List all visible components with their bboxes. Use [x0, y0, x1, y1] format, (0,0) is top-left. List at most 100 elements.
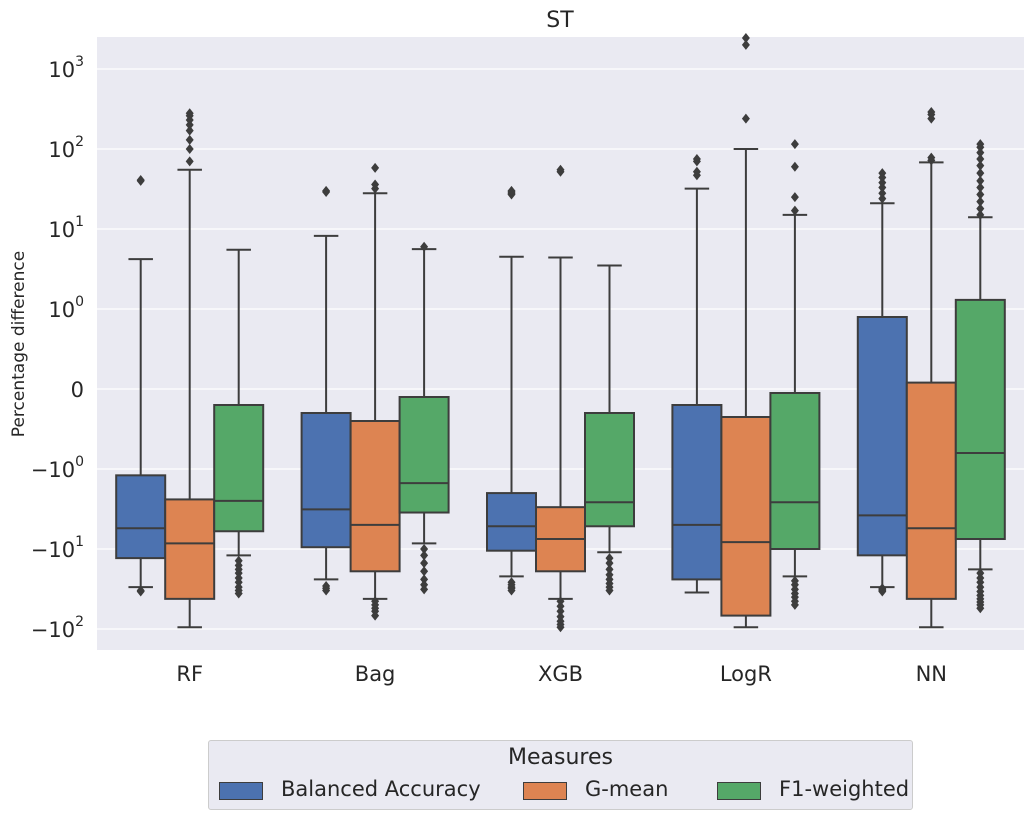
outlier-point [605, 558, 614, 569]
outlier-point [371, 179, 380, 190]
outlier-point [605, 585, 614, 596]
outlier-point [976, 196, 985, 207]
box-body [486, 492, 537, 552]
legend-items: Balanced Accuracy G-mean F1-weighted [219, 777, 912, 807]
outlier-point [976, 168, 985, 179]
legend-label-balanced-accuracy: Balanced Accuracy [281, 777, 481, 801]
outlier-point [420, 544, 429, 554]
box-xgb-f1-weighted [584, 264, 635, 596]
outlier-point [878, 177, 887, 188]
x-tick-label: NN [916, 662, 947, 686]
outlier-point [878, 193, 887, 204]
outlier-point [371, 162, 380, 173]
box-logr-g-mean [720, 33, 772, 629]
outlier-point [185, 134, 194, 145]
box-body [164, 498, 216, 600]
outlier-point [976, 147, 985, 158]
box-body [115, 474, 167, 560]
y-tick-label: −102 [31, 614, 84, 642]
box-xgb-g-mean [535, 164, 586, 633]
outlier-point [185, 144, 194, 154]
outlier-point [790, 192, 799, 203]
outlier-point [556, 164, 565, 175]
outlier-point [420, 241, 429, 252]
legend-swatch-f1-weighted [717, 782, 761, 800]
legend: Measures Balanced Accuracy G-mean F1-wei… [208, 740, 913, 810]
outlier-point [692, 166, 701, 177]
outlier-point [976, 209, 985, 220]
y-tick-labels: 103 102 101 100 0 −100 −101 −102 [31, 54, 84, 642]
x-tick-labels: RF Bag XGB LogR NN [176, 662, 947, 686]
outlier-point [790, 205, 799, 216]
box-body [720, 416, 772, 617]
legend-swatch-g-mean [523, 782, 567, 800]
y-tick-label: 103 [48, 54, 84, 82]
outlier-point [556, 622, 565, 633]
outlier-point [976, 189, 985, 200]
y-tick-label: −101 [31, 534, 84, 562]
box-body [300, 412, 352, 549]
box-logr-balanced-accuracy [671, 153, 723, 594]
outlier-point [322, 585, 331, 596]
outlier-point [420, 566, 429, 577]
legend-label-g-mean: G-mean [585, 777, 669, 801]
box-bag-f1-weighted [398, 241, 450, 595]
box-rf-balanced-accuracy [115, 174, 167, 597]
outlier-point [976, 139, 985, 150]
outlier-point [790, 161, 799, 172]
outlier-point [507, 585, 516, 596]
outlier-point [420, 558, 429, 569]
outlier-point [976, 182, 985, 193]
outlier-point [927, 152, 936, 163]
outlier-point [234, 588, 243, 599]
y-tick-label: −100 [31, 454, 84, 482]
x-tick-label: LogR [720, 662, 772, 686]
outlier-point [741, 39, 750, 50]
outlier-point [185, 156, 194, 167]
legend-label-f1-weighted: F1-weighted [779, 777, 910, 801]
outlier-point [976, 603, 985, 614]
outlier-point [878, 188, 887, 199]
outlier-point [185, 125, 194, 136]
outlier-point [556, 596, 565, 607]
outlier-point [741, 113, 750, 124]
outlier-point [136, 586, 145, 597]
outlier-point [371, 610, 380, 621]
outlier-point [976, 153, 985, 164]
legend-swatch-balanced-accuracy [219, 782, 263, 800]
box-rf-g-mean [164, 108, 216, 629]
box-body [905, 381, 957, 600]
outlier-point [420, 574, 429, 585]
outlier-point [976, 160, 985, 171]
box-bag-balanced-accuracy [300, 185, 352, 596]
y-tick-label: 100 [48, 294, 84, 322]
legend-title: Measures [508, 745, 613, 770]
outlier-point [322, 185, 331, 196]
box-body [349, 420, 401, 573]
box-bag-g-mean [349, 162, 401, 621]
outlier-point [556, 606, 565, 617]
box-nn-balanced-accuracy [856, 168, 908, 597]
y-tick-label: 101 [48, 214, 84, 242]
box-body [954, 298, 1006, 541]
outlier-point [927, 107, 936, 118]
outlier-point [605, 564, 614, 575]
outlier-point [136, 174, 145, 185]
outlier-point [790, 139, 799, 150]
outlier-point [507, 185, 516, 196]
outlier-point [692, 153, 701, 164]
y-tick-label: 102 [48, 134, 84, 162]
box-logr-f1-weighted [769, 139, 821, 610]
box-body [769, 392, 821, 550]
box-nn-f1-weighted [954, 139, 1006, 614]
box-body [213, 404, 265, 533]
outlier-point [741, 33, 750, 43]
outlier-point [878, 586, 887, 597]
box-body [856, 316, 908, 557]
box-body [584, 412, 635, 528]
y-tick-label: 0 [71, 378, 84, 402]
box-body [398, 396, 450, 514]
outlier-point [976, 175, 985, 186]
box-plots [115, 33, 1006, 633]
